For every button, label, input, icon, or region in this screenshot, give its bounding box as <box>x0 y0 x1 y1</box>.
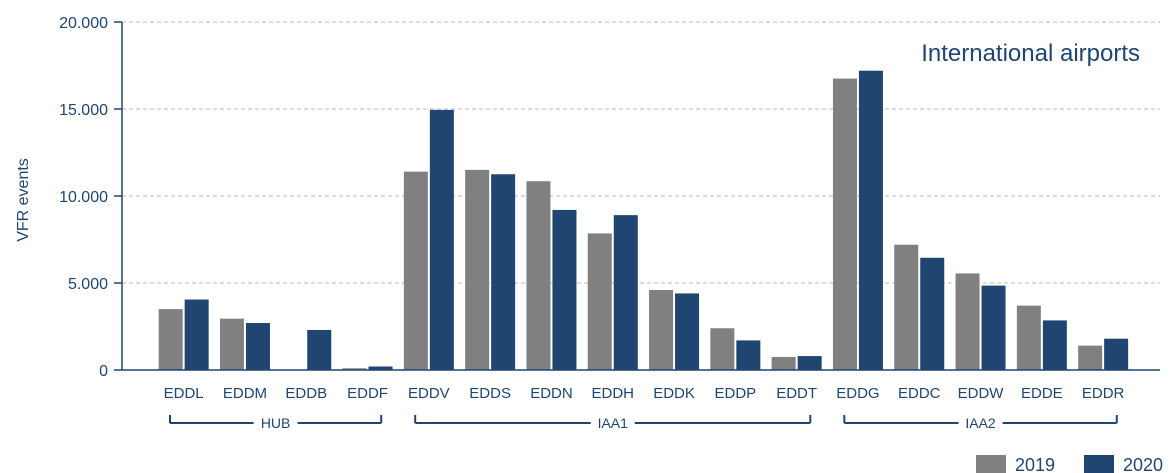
bar-2020-EDDS <box>491 174 516 370</box>
bar-2019-EDDH <box>587 233 612 370</box>
legend-swatch <box>1084 455 1114 473</box>
y-tick-label: 10.000 <box>59 189 108 206</box>
x-tick-label: EDDM <box>223 385 267 402</box>
bar-2020-EDDM <box>245 323 270 370</box>
bar-2019-EDDC <box>894 244 919 370</box>
bar-2020-EDDP <box>736 340 761 370</box>
group-label: IAA2 <box>965 415 996 431</box>
chart-annotation: International airports <box>921 40 1140 67</box>
bar-2019-EDDT <box>771 356 796 370</box>
bar-2019-EDDE <box>1016 305 1041 370</box>
group-label: HUB <box>261 415 291 431</box>
legend-label: 2020 <box>1123 455 1163 473</box>
bar-2019-EDDF <box>342 368 367 370</box>
bar-2020-EDDW <box>981 285 1006 370</box>
legend-swatch <box>976 455 1006 473</box>
bar-2020-EDDV <box>429 109 454 371</box>
x-tick-label: EDDW <box>958 385 1005 402</box>
bar-2020-EDDN <box>552 209 577 370</box>
x-tick-label: EDDE <box>1021 385 1063 402</box>
axes: 0 5.000 10.000 15.000 20.000 EDDL EDDM EDDB EDDF… <box>59 15 1160 402</box>
x-tick-label: EDDL <box>164 385 204 402</box>
legend: 2019 2020 <box>976 455 1163 473</box>
grid-lines <box>122 21 1160 284</box>
bar-2019-EDDS <box>465 169 490 370</box>
x-tick-label: EDDP <box>715 385 757 402</box>
bar-2020-EDDB <box>307 329 332 370</box>
bar-2019-EDDP <box>710 328 735 370</box>
bar-2020-EDDF <box>368 366 393 370</box>
bar-2020-EDDC <box>920 257 945 370</box>
bar-2020-EDDT <box>797 356 822 370</box>
bars <box>158 70 1129 371</box>
bar-2020-EDDK <box>675 293 700 370</box>
y-tick-label: 0 <box>99 363 108 380</box>
bar-2020-EDDL <box>184 299 209 370</box>
bar-2019-EDDN <box>526 181 551 370</box>
bar-2020-EDDE <box>1042 320 1067 370</box>
x-tick-label: EDDT <box>776 385 817 402</box>
bar-2019-EDDM <box>219 318 244 370</box>
x-tick-label: EDDC <box>898 385 941 402</box>
category-groups: HUB IAA1 IAA2 <box>169 415 1118 431</box>
bar-2020-EDDG <box>858 70 883 370</box>
x-tick-label: EDDV <box>408 385 450 402</box>
y-axis-label: VFR events <box>15 158 32 242</box>
bar-2019-EDDG <box>832 78 857 371</box>
bar-2019-EDDW <box>955 273 980 370</box>
legend-label: 2019 <box>1015 455 1055 473</box>
bar-2019-EDDK <box>649 289 674 370</box>
group-label: IAA1 <box>598 415 629 431</box>
x-tick-label: EDDN <box>530 385 573 402</box>
x-tick-label: EDDH <box>591 385 634 402</box>
bar-2019-EDDV <box>403 171 428 370</box>
y-tick-label: 15.000 <box>59 102 108 119</box>
bar-2019-EDDL <box>158 309 183 370</box>
bar-2020-EDDH <box>613 215 638 370</box>
x-tick-label: EDDS <box>469 385 511 402</box>
x-tick-label: EDDK <box>653 385 695 402</box>
x-tick-label: EDDF <box>347 385 388 402</box>
x-tick-label: EDDG <box>836 385 879 402</box>
y-tick-label: 20.000 <box>59 15 108 32</box>
bar-2019-EDDR <box>1078 345 1103 370</box>
x-tick-label: EDDR <box>1082 385 1125 402</box>
bar-2020-EDDR <box>1104 338 1129 370</box>
y-tick-label: 5.000 <box>68 276 108 293</box>
x-tick-label: EDDB <box>285 385 327 402</box>
